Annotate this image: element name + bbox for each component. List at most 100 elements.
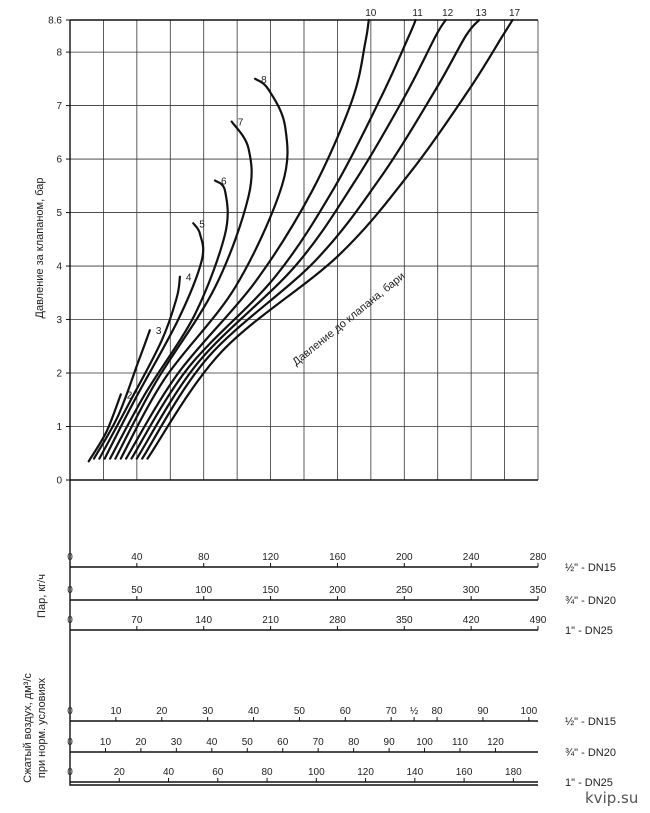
curves: 2 3 4 5 6 7 8 10 11 12 13 17 (87, 8, 521, 463)
scale-tick-label: 50 (242, 737, 254, 748)
curve-label-6: 6 (221, 176, 227, 187)
scale-tick-label: 100 (308, 767, 325, 778)
scale-tick-label: 0 (67, 552, 73, 563)
scale-tick-label: 70 (131, 615, 143, 626)
scale-tick-label: 250 (396, 585, 413, 596)
scale-tick-label: 280 (530, 552, 547, 563)
curve-8 (119, 77, 289, 460)
curve-label-2: 2 (127, 390, 133, 401)
scale-tick-label: 70 (386, 706, 398, 717)
y-tick-label: 6 (56, 155, 62, 166)
scale-tick-label: 20 (135, 737, 147, 748)
scale-tick-label: 80 (261, 767, 273, 778)
scale-tick-label: 0 (67, 706, 73, 717)
scale-tick-label: 350 (530, 585, 547, 596)
y-tick-label: 5 (56, 208, 62, 219)
scale-tick-label: 50 (294, 706, 306, 717)
curve-5 (103, 222, 205, 460)
y-tick-label: 0 (56, 476, 62, 487)
curve-10 (125, 18, 370, 460)
scale-tick-label: 40 (206, 737, 218, 748)
scale-tick-label: 80 (431, 706, 443, 717)
scale-tick-label: 30 (171, 737, 183, 748)
curve-11 (130, 18, 417, 460)
scale-tick-label: 0 (67, 615, 73, 626)
steam-axis-label: Пар, кг/ч (36, 574, 48, 618)
scale-name: ½" - DN15 (565, 716, 616, 728)
scale-tick-label: 80 (198, 552, 210, 563)
y-tick-label: 8.6 (48, 16, 62, 27)
scale-tick-label: 70 (313, 737, 325, 748)
scale-name: ½" - DN15 (565, 562, 616, 574)
scale-tick-label: 300 (463, 585, 480, 596)
scale-tick-label: 110 (452, 737, 468, 748)
scale-tick-label: 120 (262, 552, 279, 563)
scale-tick-label: 20 (156, 706, 168, 717)
y-tick-label: 3 (56, 315, 62, 326)
scale-tick-label: 40 (248, 706, 260, 717)
curve-label-7: 7 (238, 118, 244, 129)
scale-tick-label: 120 (487, 737, 504, 748)
scale-tick-label: 420 (463, 615, 480, 626)
y-tick-label: 8 (56, 48, 62, 59)
y-tick-label: 1 (56, 422, 62, 433)
scale-tick-label: 90 (477, 706, 489, 717)
curve-label-12: 12 (442, 8, 454, 19)
scale-tick-label: 490 (530, 615, 547, 626)
curve-label-3: 3 (156, 326, 162, 337)
scale-tick-label: 30 (202, 706, 214, 717)
y-axis-label: Давление за клапаном, бар (34, 177, 46, 318)
curve-17 (146, 18, 514, 460)
scale-name: 1" - DN25 (565, 625, 613, 637)
scale-tick-label: 40 (131, 552, 143, 563)
curve-label-11: 11 (412, 8, 423, 19)
curve-4 (98, 275, 181, 460)
scale-tick-label: 100 (416, 737, 433, 748)
scale-tick-label: 90 (384, 737, 396, 748)
scale-tick-label: 200 (396, 552, 413, 563)
scale-tick-label: ½ (410, 706, 419, 717)
scale-tick-label: 60 (277, 737, 289, 748)
scale-tick-label: 60 (340, 706, 352, 717)
scale-tick-label: 0 (67, 767, 73, 778)
scale-name: ¾" - DN20 (565, 747, 616, 759)
scale-tick-label: 120 (357, 767, 374, 778)
scale-tick-label: 140 (195, 615, 212, 626)
scale-tick-label: 160 (329, 552, 346, 563)
air-axis-label-line1: Сжатый воздух, дм³/с (22, 673, 34, 783)
scale-tick-label: 100 (520, 706, 537, 717)
scale-name: ¾" - DN20 (565, 595, 616, 607)
scale-tick-label: 140 (406, 767, 423, 778)
curve-3 (92, 329, 151, 460)
scale-tick-label: 60 (212, 767, 224, 778)
scale-tick-label: 180 (505, 767, 522, 778)
scale-tick-label: 150 (262, 585, 279, 596)
lower-frame (69, 480, 538, 786)
scale-tick-label: 0 (67, 585, 73, 596)
curve-label-13: 13 (476, 8, 488, 19)
scale-tick-label: 10 (100, 737, 112, 748)
scale-tick-label: 100 (195, 585, 212, 596)
curve-13 (141, 18, 481, 460)
y-tick-label: 4 (56, 262, 62, 273)
curve-7 (114, 120, 253, 460)
scale-tick-label: 200 (329, 585, 346, 596)
y-tick-label: 2 (56, 369, 62, 380)
scale-tick-label: 40 (163, 767, 175, 778)
scale-tick-label: 160 (456, 767, 473, 778)
curve-6 (109, 179, 229, 460)
y-axis-ticks: 0 1 2 3 4 5 6 7 8 8.6 (48, 16, 70, 487)
y-tick-label: 7 (56, 101, 62, 112)
curve-label-5: 5 (199, 219, 205, 230)
curve-label-10: 10 (365, 8, 377, 19)
curve-label-4: 4 (186, 273, 192, 284)
curve-2 (87, 393, 122, 463)
curve-label-8: 8 (261, 75, 267, 86)
scale-tick-label: 50 (131, 585, 143, 596)
scale-tick-label: 240 (463, 552, 480, 563)
curve-label-17: 17 (509, 8, 521, 19)
scale-name: 1" - DN25 (565, 777, 613, 789)
scale-tick-label: 80 (348, 737, 360, 748)
